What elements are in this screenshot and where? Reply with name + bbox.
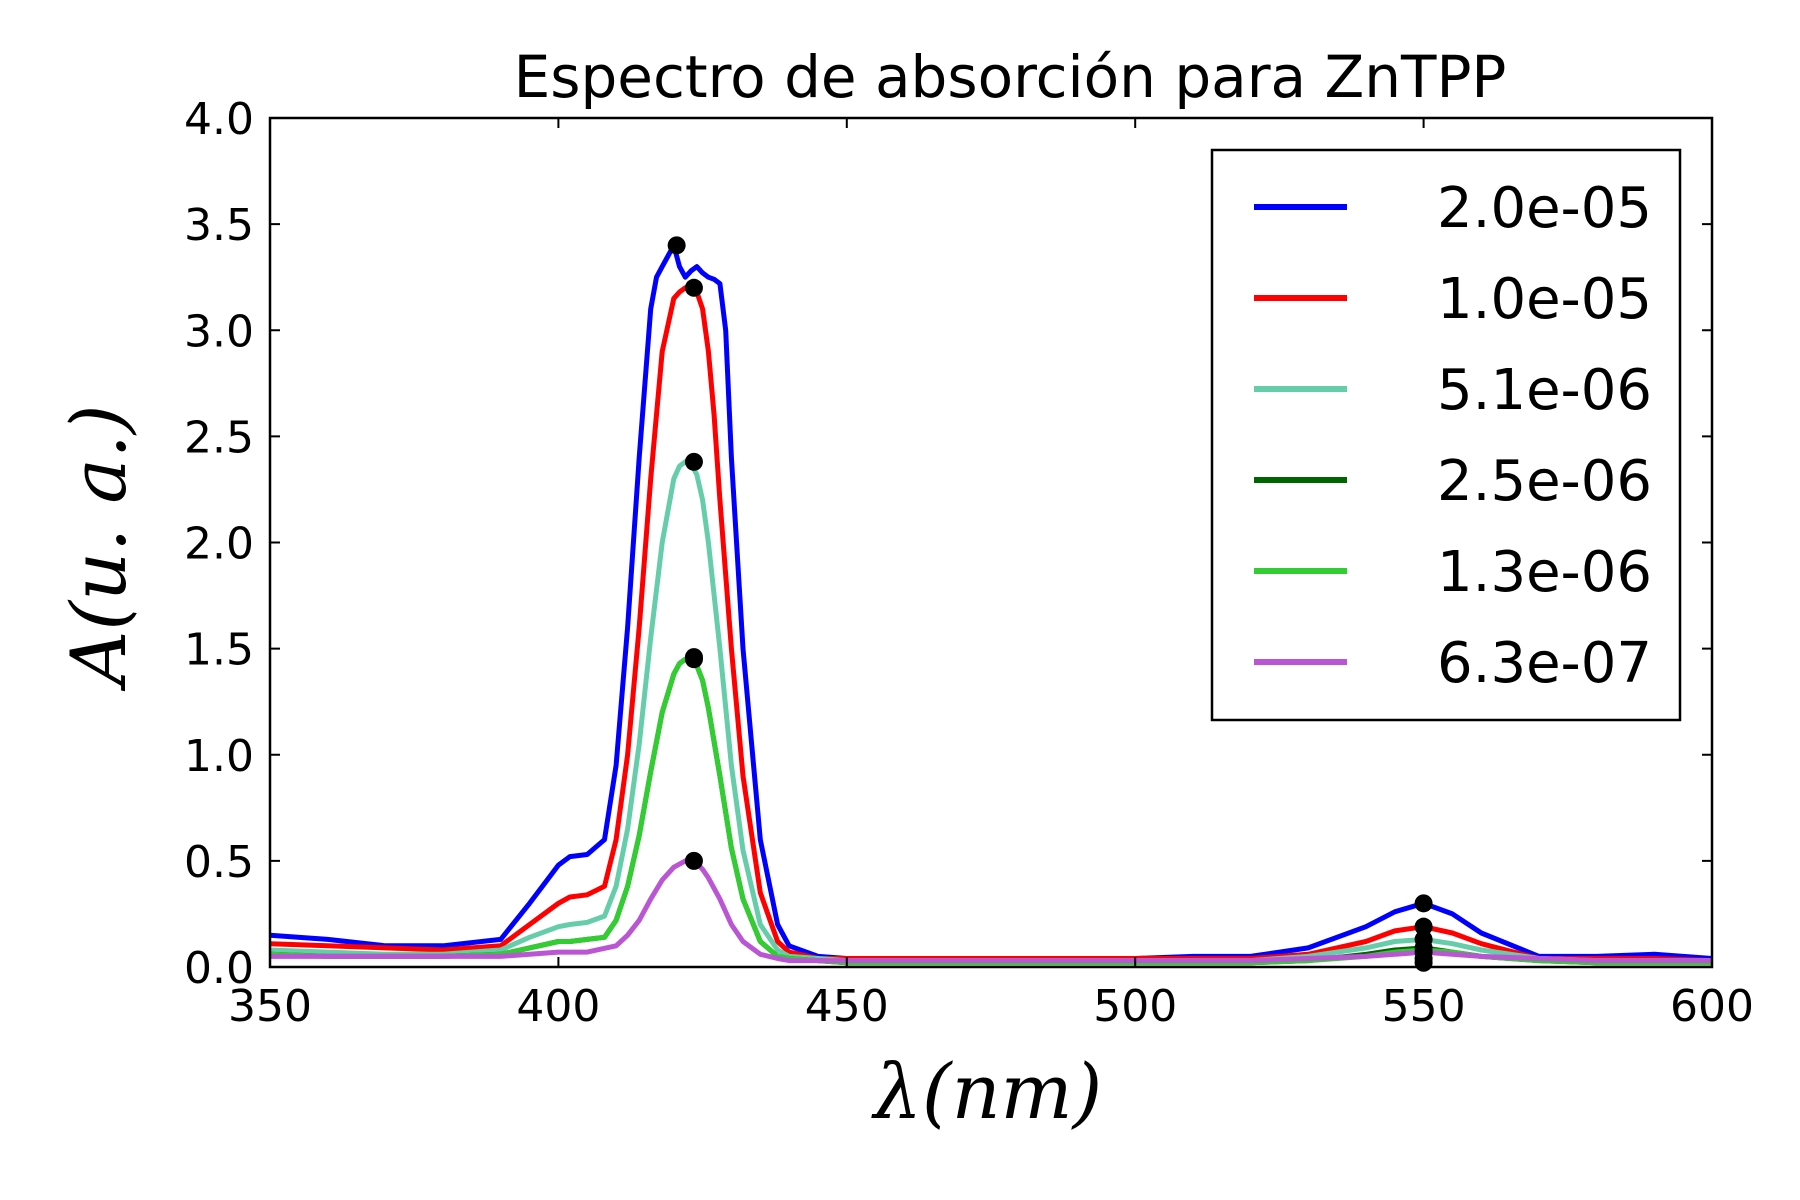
legend-label-5: 6.3e-07: [1437, 631, 1652, 696]
series-line-2: [270, 459, 1712, 964]
y-tick-label: 3.0: [184, 306, 254, 357]
peak-marker-4: [684, 650, 703, 669]
y-tick-label: 2.0: [184, 519, 254, 570]
y-axis-label: A(u. a.): [54, 405, 143, 692]
axis-ticks: 350 400 450 500 550 600 0.0 0.5 1.0 1.5 2.0 2.5 3.0 3…: [184, 94, 1754, 1032]
y-tick-label: 1.5: [184, 625, 254, 676]
peak-marker-1: [684, 278, 703, 297]
peak-marker-0: [667, 236, 686, 255]
y-tick-label: 4.0: [184, 94, 254, 145]
legend-label-2: 5.1e-06: [1437, 358, 1652, 423]
x-tick-label: 350: [228, 981, 312, 1032]
peak-marker-6: [1414, 894, 1433, 913]
legend-label-0: 2.0e-05: [1437, 176, 1652, 241]
legend: 2.0e-05 1.0e-05 5.1e-06 2.5e-06 1.3e-06 6.3e-…: [1210, 148, 1682, 722]
x-tick-label: 400: [516, 981, 600, 1032]
plot-area: [270, 242, 1712, 966]
y-tick-label: 0.5: [184, 837, 254, 888]
chart-title: Espectro de absorción para ZnTPP: [514, 43, 1507, 111]
legend-label-1: 1.0e-05: [1437, 267, 1652, 332]
legend-label-4: 1.3e-06: [1437, 540, 1652, 605]
series-line-1: [270, 285, 1712, 964]
x-tick-label: 550: [1382, 981, 1466, 1032]
y-tick-label: 1.0: [184, 731, 254, 782]
y-tick-label: 0.0: [184, 943, 254, 994]
peak-marker-7: [1414, 917, 1433, 936]
x-tick-label: 500: [1093, 981, 1177, 1032]
legend-label-3: 2.5e-06: [1437, 449, 1652, 514]
x-tick-label: 450: [805, 981, 889, 1032]
peak-marker-5: [684, 851, 703, 870]
legend-frame: [1210, 148, 1682, 722]
series-line-5: [270, 858, 1712, 964]
y-tick-label: 2.5: [184, 412, 254, 463]
peak-marker-2: [684, 452, 703, 471]
x-axis-label: λ(nm): [871, 1047, 1102, 1136]
series-line-0: [270, 242, 1712, 961]
x-tick-label: 600: [1670, 981, 1754, 1032]
y-tick-label: 3.5: [184, 200, 254, 251]
